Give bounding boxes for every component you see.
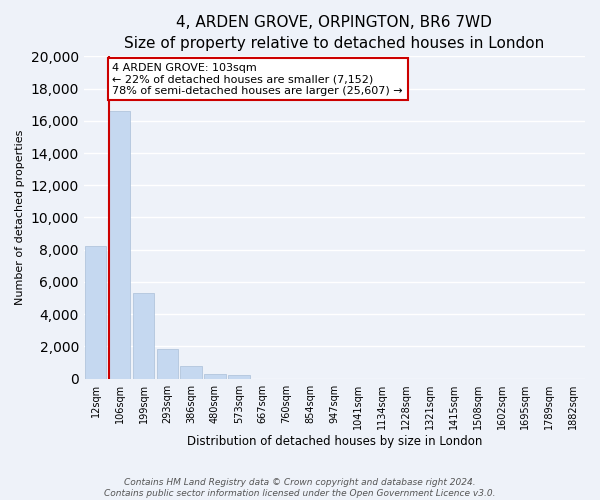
Bar <box>109 111 130 378</box>
Title: 4, ARDEN GROVE, ORPINGTON, BR6 7WD
Size of property relative to detached houses : 4, ARDEN GROVE, ORPINGTON, BR6 7WD Size … <box>124 15 545 51</box>
Bar <box>228 376 250 378</box>
Bar <box>181 366 202 378</box>
Text: 4 ARDEN GROVE: 103sqm
← 22% of detached houses are smaller (7,152)
78% of semi-d: 4 ARDEN GROVE: 103sqm ← 22% of detached … <box>112 63 403 96</box>
Bar <box>133 293 154 378</box>
Y-axis label: Number of detached properties: Number of detached properties <box>15 130 25 305</box>
X-axis label: Distribution of detached houses by size in London: Distribution of detached houses by size … <box>187 434 482 448</box>
Text: Contains HM Land Registry data © Crown copyright and database right 2024.
Contai: Contains HM Land Registry data © Crown c… <box>104 478 496 498</box>
Bar <box>157 349 178 378</box>
Bar <box>85 246 106 378</box>
Bar <box>205 374 226 378</box>
